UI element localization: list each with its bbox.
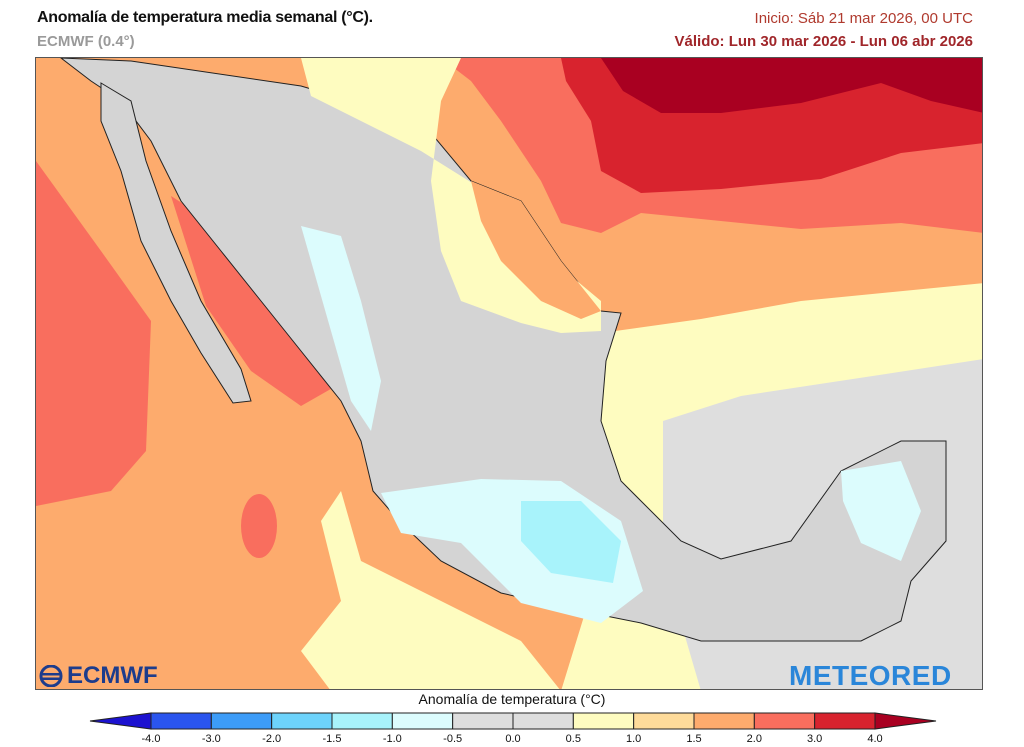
colorbar-segment (572, 712, 635, 730)
map-title: Anomalía de temperatura media semanal (°… (37, 9, 373, 26)
colorbar-segment (633, 712, 695, 730)
baja-california (100, 82, 252, 404)
colorbar-tick-label: -1.0 (382, 733, 402, 745)
colorbar-over-triangle (874, 712, 937, 730)
south-blue-zone (521, 501, 621, 583)
map-svg (36, 58, 982, 689)
colorbar-tick-label: 4.0 (867, 733, 883, 745)
colorbar-tick-label: 0.0 (505, 733, 521, 745)
colorbar (89, 712, 937, 730)
pacific-yellow-zone (301, 491, 560, 689)
model-label: ECMWF (0.4°) (37, 33, 135, 50)
colorbar-segment (391, 712, 454, 730)
colorbar-segment (753, 712, 816, 730)
colorbar-tick-label: -1.5 (322, 733, 342, 745)
colorbar-tick-label: -2.0 (262, 733, 282, 745)
colorbar-tick-label: -0.5 (443, 733, 463, 745)
pacific-coast-red-zone (171, 196, 336, 406)
ecmwf-logo: ECMWF (38, 662, 158, 690)
colorbar-under-triangle (89, 712, 152, 730)
colorbar-tick-label: -4.0 (141, 733, 161, 745)
ecmwf-logo-text: ECMWF (67, 662, 158, 689)
colorbar-segment (331, 712, 393, 730)
colorbar-segment (512, 712, 574, 730)
colorbar-segment (452, 712, 514, 730)
pacific-red-zone (36, 161, 151, 506)
colorbar-tick-label: 0.5 (565, 733, 581, 745)
colorbar-segment (693, 712, 755, 730)
colorbar-segment (210, 712, 273, 730)
central-lightblue-zone (301, 226, 381, 431)
colorbar-tick-label: 3.0 (807, 733, 823, 745)
valid-period: Válido: Lun 30 mar 2026 - Lun 06 abr 202… (674, 33, 973, 50)
ecmwf-logo-icon (39, 665, 63, 687)
yucatan-lightblue-zone (841, 461, 921, 561)
anomaly-map (35, 57, 983, 690)
colorbar-title: Anomalía de temperatura (°C) (418, 691, 606, 707)
init-time: Inicio: Sáb 21 mar 2026, 00 UTC (754, 10, 973, 27)
colorbar-tick-label: 1.5 (686, 733, 702, 745)
colorbar-tick-label: 2.0 (746, 733, 762, 745)
colorbar-tick-label: -3.0 (201, 733, 221, 745)
colorbar-tick-label: 1.0 (626, 733, 642, 745)
texas-orange-zone (471, 181, 601, 319)
colorbar-segment (814, 712, 876, 730)
colorbar-segment (150, 712, 212, 730)
meteored-logo: METEORED (789, 660, 952, 691)
colorbar-segment (271, 712, 333, 730)
pacific-red-patch (241, 494, 277, 558)
usa-extreme-zone (601, 58, 982, 113)
